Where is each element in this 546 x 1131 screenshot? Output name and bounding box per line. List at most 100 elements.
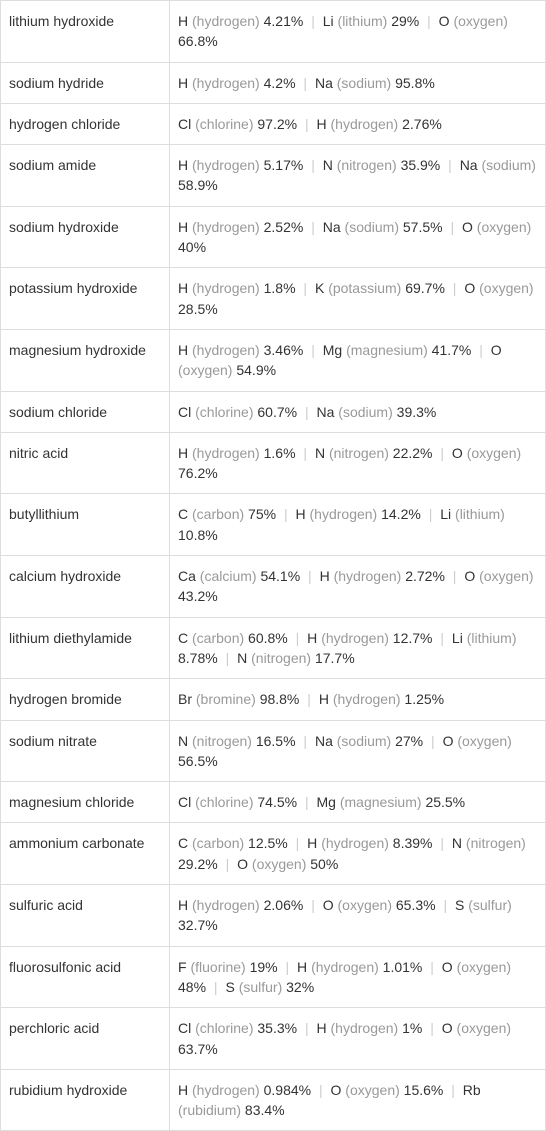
element-symbol: O xyxy=(331,1082,342,1098)
separator: | xyxy=(300,280,311,296)
separator: | xyxy=(426,1020,437,1036)
element-name: (hydrogen) xyxy=(192,897,260,913)
composition-cell: N (nitrogen) 16.5% | Na (sodium) 27% | O… xyxy=(170,720,546,782)
element-percentage: 32% xyxy=(286,979,314,995)
element-name: (oxygen) xyxy=(345,1082,399,1098)
table-body: lithium hydroxideH (hydrogen) 4.21% | Li… xyxy=(1,1,546,1131)
separator: | xyxy=(447,1082,458,1098)
element-name: (lithium) xyxy=(467,630,517,646)
element-percentage: 1.8% xyxy=(264,280,296,296)
compound-name: hydrogen chloride xyxy=(1,103,170,144)
element-symbol: K xyxy=(315,280,324,296)
element-name: (fluorine) xyxy=(190,959,245,975)
separator: | xyxy=(292,835,303,851)
separator: | xyxy=(307,13,318,29)
table-row: sodium nitrateN (nitrogen) 16.5% | Na (s… xyxy=(1,720,546,782)
separator: | xyxy=(436,630,447,646)
separator: | xyxy=(449,280,460,296)
element-name: (sodium) xyxy=(481,157,535,173)
element-name: (hydrogen) xyxy=(321,835,389,851)
element-percentage: 54.9% xyxy=(236,362,276,378)
table-row: rubidium hydroxideH (hydrogen) 0.984% | … xyxy=(1,1069,546,1131)
separator: | xyxy=(447,219,458,235)
element-symbol: H xyxy=(307,835,317,851)
element-name: (magnesium) xyxy=(346,342,428,358)
element-symbol: O xyxy=(443,733,454,749)
element-symbol: H xyxy=(178,342,188,358)
element-name: (oxygen) xyxy=(338,897,392,913)
element-symbol: H xyxy=(178,13,188,29)
element-percentage: 15.6% xyxy=(404,1082,444,1098)
element-percentage: 8.39% xyxy=(393,835,433,851)
compound-name: butyllithium xyxy=(1,494,170,556)
composition-cell: Br (bromine) 98.8% | H (hydrogen) 1.25% xyxy=(170,679,546,720)
element-name: (magnesium) xyxy=(340,794,422,810)
separator: | xyxy=(423,13,434,29)
table-row: hydrogen bromideBr (bromine) 98.8% | H (… xyxy=(1,679,546,720)
element-percentage: 74.5% xyxy=(257,794,297,810)
element-symbol: S xyxy=(225,979,234,995)
composition-table: lithium hydroxideH (hydrogen) 4.21% | Li… xyxy=(0,0,546,1131)
element-symbol: H xyxy=(317,1020,327,1036)
composition-cell: H (hydrogen) 0.984% | O (oxygen) 15.6% |… xyxy=(170,1069,546,1131)
compound-name: perchloric acid xyxy=(1,1008,170,1070)
element-percentage: 60.8% xyxy=(248,630,288,646)
separator: | xyxy=(425,506,436,522)
composition-cell: F (fluorine) 19% | H (hydrogen) 1.01% | … xyxy=(170,946,546,1008)
element-symbol: H xyxy=(317,116,327,132)
separator: | xyxy=(301,404,312,420)
element-percentage: 95.8% xyxy=(395,75,435,91)
table-row: potassium hydroxideH (hydrogen) 1.8% | K… xyxy=(1,268,546,330)
element-name: (chlorine) xyxy=(195,1020,253,1036)
element-percentage: 17.7% xyxy=(315,650,355,666)
element-symbol: Na xyxy=(323,219,341,235)
element-percentage: 35.9% xyxy=(401,157,441,173)
separator: | xyxy=(427,733,438,749)
element-symbol: N xyxy=(178,733,188,749)
element-symbol: H xyxy=(297,959,307,975)
element-name: (oxygen) xyxy=(453,13,507,29)
element-name: (oxygen) xyxy=(467,445,521,461)
compound-name: ammonium carbonate xyxy=(1,823,170,885)
compound-name: calcium hydroxide xyxy=(1,556,170,618)
element-symbol: O xyxy=(442,959,453,975)
table-row: ammonium carbonateC (carbon) 12.5% | H (… xyxy=(1,823,546,885)
separator: | xyxy=(426,959,437,975)
element-name: (hydrogen) xyxy=(334,568,402,584)
element-name: (nitrogen) xyxy=(329,445,389,461)
element-name: (sulfur) xyxy=(239,979,283,995)
element-percentage: 75% xyxy=(248,506,276,522)
table-row: perchloric acidCl (chlorine) 35.3% | H (… xyxy=(1,1008,546,1070)
element-symbol: H xyxy=(319,691,329,707)
compound-name: lithium hydroxide xyxy=(1,1,170,63)
element-name: (sodium) xyxy=(345,219,399,235)
element-symbol: Rb xyxy=(463,1082,481,1098)
compound-name: sulfuric acid xyxy=(1,885,170,947)
separator: | xyxy=(307,219,318,235)
element-symbol: F xyxy=(178,959,187,975)
element-symbol: H xyxy=(178,157,188,173)
element-symbol: S xyxy=(455,897,464,913)
separator: | xyxy=(300,445,311,461)
element-name: (oxygen) xyxy=(178,362,232,378)
compound-name: magnesium chloride xyxy=(1,782,170,823)
element-name: (oxygen) xyxy=(252,856,306,872)
element-name: (sodium) xyxy=(338,404,392,420)
composition-cell: H (hydrogen) 4.21% | Li (lithium) 29% | … xyxy=(170,1,546,63)
element-percentage: 10.8% xyxy=(178,527,218,543)
separator: | xyxy=(301,1020,312,1036)
element-percentage: 43.2% xyxy=(178,588,218,604)
element-symbol: N xyxy=(323,157,333,173)
separator: | xyxy=(282,959,293,975)
element-name: (oxygen) xyxy=(479,280,533,296)
element-name: (hydrogen) xyxy=(192,219,260,235)
table-row: fluorosulfonic acidF (fluorine) 19% | H … xyxy=(1,946,546,1008)
table-row: lithium diethylamideC (carbon) 60.8% | H… xyxy=(1,617,546,679)
separator: | xyxy=(303,691,314,707)
separator: | xyxy=(315,1082,326,1098)
element-percentage: 2.76% xyxy=(402,116,442,132)
element-percentage: 29% xyxy=(391,13,419,29)
table-row: sodium hydroxideH (hydrogen) 2.52% | Na … xyxy=(1,206,546,268)
element-percentage: 57.5% xyxy=(403,219,443,235)
element-name: (chlorine) xyxy=(195,404,253,420)
